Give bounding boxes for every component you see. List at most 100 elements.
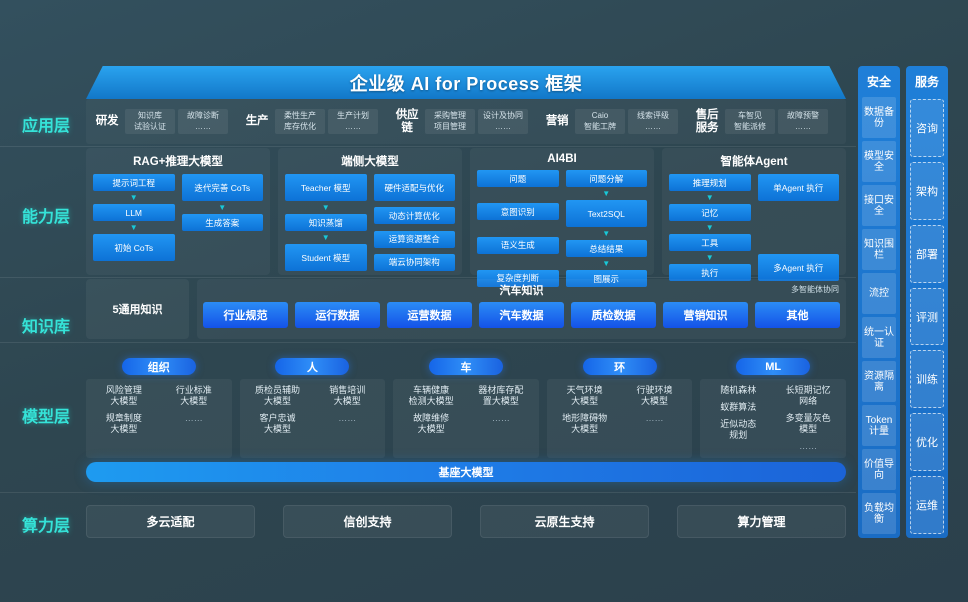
capability-node[interactable]: 问题 xyxy=(477,170,559,187)
capability-node[interactable]: 执行 xyxy=(669,264,751,281)
capability-node[interactable]: 端云协同架构 xyxy=(373,253,455,271)
knowledge-tag[interactable]: 运行数据 xyxy=(295,302,380,328)
capability-node[interactable]: 复杂度判断 xyxy=(477,269,559,287)
model-item[interactable]: 蚁群算法 xyxy=(720,402,757,412)
security-rail-item[interactable]: 模型安全 xyxy=(862,141,896,182)
compute-item[interactable]: 云原生支持 xyxy=(480,505,649,538)
capability-node[interactable]: 多Agent 执行 xyxy=(757,254,839,281)
model-item[interactable]: 车辆健康 检测大模型 xyxy=(408,385,454,406)
model-subcolumn: 销售培训 大模型 …… xyxy=(313,385,381,452)
security-rail-item[interactable]: 资源隔离 xyxy=(862,361,896,402)
capability-node[interactable]: 语义生成 xyxy=(477,236,559,254)
kb-general-knowledge[interactable]: 5通用知识 xyxy=(86,279,189,339)
model-item[interactable]: 地形障碍物 大模型 xyxy=(562,413,608,434)
model-column-head[interactable]: 人 xyxy=(275,358,350,375)
model-item[interactable]: 销售培训 大模型 xyxy=(329,385,366,406)
service-rail-item[interactable]: 运维 xyxy=(910,476,944,535)
capability-node[interactable]: 知识蒸馏 xyxy=(285,214,367,231)
security-rail-item[interactable]: 统一认证 xyxy=(862,317,896,358)
model-item[interactable]: 风险管理 大模型 xyxy=(105,385,142,406)
model-item[interactable]: 规章制度 大模型 xyxy=(105,413,142,434)
knowledge-tag[interactable]: 质检数据 xyxy=(571,302,656,328)
capability-node[interactable]: 问题分解 xyxy=(565,170,647,187)
app-cell-text: 采购管理 xyxy=(434,111,466,120)
knowledge-tag[interactable]: 运营数据 xyxy=(387,302,472,328)
capability-node[interactable]: LLM xyxy=(93,204,175,221)
security-rail-item[interactable]: 数据备份 xyxy=(862,97,896,138)
capability-node[interactable]: 图展示 xyxy=(565,270,647,287)
capability-node[interactable]: 运算资源整合 xyxy=(373,230,455,248)
model-item[interactable]: 行业标准 大模型 xyxy=(175,385,212,406)
capability-node[interactable]: 提示词工程 xyxy=(93,174,175,191)
model-item[interactable]: 客户忠诚 大模型 xyxy=(259,413,296,434)
capability-node[interactable]: 硬件适配与优化 xyxy=(373,174,455,201)
app-cell[interactable]: 线索评级 …… xyxy=(628,109,678,134)
capability-card-title: 智能体Agent xyxy=(720,156,788,168)
model-column-head[interactable]: ML xyxy=(736,358,811,375)
capability-node[interactable]: Student 模型 xyxy=(285,244,367,271)
model-item[interactable]: 天气环境 大模型 xyxy=(566,385,603,406)
app-cell[interactable]: 故障预警 …… xyxy=(778,109,828,134)
capability-node[interactable]: Text2SQL xyxy=(565,200,647,227)
security-rail-item[interactable]: Token计量 xyxy=(862,405,896,446)
capability-node[interactable]: 初始 CoTs xyxy=(93,234,175,261)
capability-node[interactable]: 推理规划 xyxy=(669,174,751,191)
security-rail-item[interactable]: 负载均衡 xyxy=(862,493,896,534)
knowledge-tag[interactable]: 其他 xyxy=(755,302,840,328)
service-rail-item[interactable]: 部署 xyxy=(910,224,944,283)
app-cell[interactable]: 设计及协同 …… xyxy=(478,109,528,134)
base-model-bar[interactable]: 基座大模型 xyxy=(86,462,846,482)
model-item[interactable]: …… xyxy=(338,413,357,423)
compute-item[interactable]: 信创支持 xyxy=(283,505,452,538)
service-rail-item[interactable]: 评测 xyxy=(910,287,944,346)
app-cell[interactable]: 知识库 试验认证 xyxy=(125,109,175,134)
service-rail-item[interactable]: 训练 xyxy=(910,350,944,409)
capability-node[interactable]: 工具 xyxy=(669,234,751,251)
model-column-head[interactable]: 环 xyxy=(582,358,657,375)
model-item[interactable]: 器材库存配 置大模型 xyxy=(478,385,524,406)
model-column: 人质检员辅助 大模型 客户忠诚 大模型 销售培训 大模型 …… xyxy=(239,358,386,458)
capability-node[interactable]: 迭代完善 CoTs xyxy=(181,174,263,201)
model-item[interactable]: …… xyxy=(184,413,203,423)
security-rail-item[interactable]: 流控 xyxy=(862,273,896,314)
capability-node[interactable]: 动态计算优化 xyxy=(373,207,455,225)
capability-node[interactable]: 总结结果 xyxy=(565,240,647,257)
model-item[interactable]: 随机森林 xyxy=(720,385,757,395)
capability-node[interactable]: 生成答案 xyxy=(181,214,263,231)
service-rail-item[interactable]: 架构 xyxy=(910,161,944,220)
app-cell-text: Caio xyxy=(591,111,609,120)
model-item[interactable]: 近似动态 规划 xyxy=(720,419,757,440)
model-item[interactable]: …… xyxy=(491,413,510,423)
capability-node[interactable]: 记忆 xyxy=(669,204,751,221)
knowledge-tag[interactable]: 营销知识 xyxy=(663,302,748,328)
model-item[interactable]: 长短期记忆 网络 xyxy=(785,385,831,406)
model-column-head[interactable]: 组织 xyxy=(121,358,196,375)
capability-node[interactable]: 单Agent 执行 xyxy=(757,174,839,201)
app-cell[interactable]: 生产计划 …… xyxy=(328,109,378,134)
app-cell[interactable]: Caio 智能工牌 xyxy=(575,109,625,134)
compute-item[interactable]: 算力管理 xyxy=(677,505,846,538)
model-column-head[interactable]: 车 xyxy=(428,358,503,375)
knowledge-tag[interactable]: 行业规范 xyxy=(203,302,288,328)
model-item[interactable]: 多变量灰色 模型 xyxy=(785,413,831,434)
security-rail-item[interactable]: 价值导向 xyxy=(862,449,896,490)
capability-node[interactable]: Teacher 模型 xyxy=(285,174,367,201)
app-cell[interactable]: 柔性生产 库存优化 xyxy=(275,109,325,134)
model-item[interactable]: …… xyxy=(645,413,664,423)
service-rail-item[interactable]: 优化 xyxy=(910,413,944,472)
compute-item[interactable]: 多云适配 xyxy=(86,505,255,538)
capability-card-body: 推理规划 ▼ 记忆 ▼ 工具 ▼ 执行 单Agent 执行 多Agent 执行 xyxy=(669,174,839,281)
security-rail-item[interactable]: 知识围栏 xyxy=(862,229,896,270)
security-rail-item[interactable]: 接口安全 xyxy=(862,185,896,226)
model-item[interactable]: …… xyxy=(799,441,818,451)
app-cell[interactable]: 采购管理 项目管理 xyxy=(425,109,475,134)
app-cell-text: …… xyxy=(195,122,211,131)
service-rail-item[interactable]: 咨询 xyxy=(910,99,944,157)
model-item[interactable]: 故障维修 大模型 xyxy=(413,413,450,434)
model-item[interactable]: 质检员辅助 大模型 xyxy=(254,385,300,406)
app-cell[interactable]: 故障诊断 …… xyxy=(178,109,228,134)
capability-node[interactable]: 意图识别 xyxy=(477,203,559,221)
app-cell[interactable]: 车智见 智能派修 xyxy=(725,109,775,134)
model-item[interactable]: 行驶环境 大模型 xyxy=(636,385,673,406)
knowledge-tag[interactable]: 汽车数据 xyxy=(479,302,564,328)
